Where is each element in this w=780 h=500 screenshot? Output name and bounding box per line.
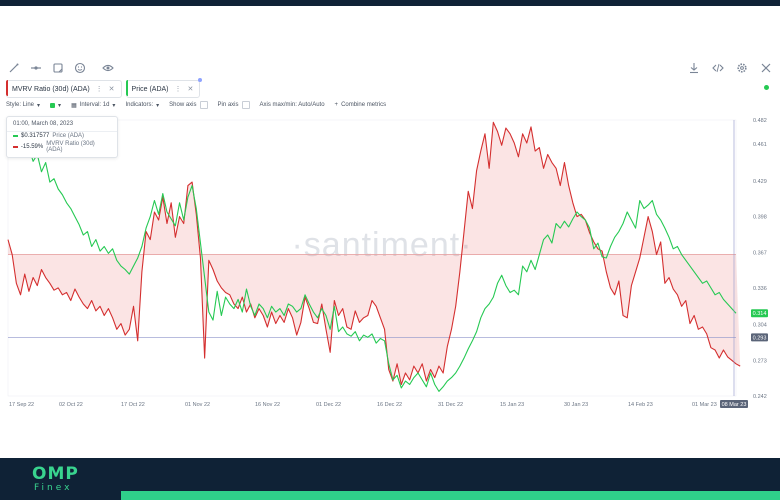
reference-value-badge: 0.293 xyxy=(753,335,767,341)
legend-swatch xyxy=(13,146,18,148)
logo-text-top: OMP xyxy=(32,464,79,484)
price-last-badge: 0.314 xyxy=(753,311,767,317)
more-options-icon[interactable]: ⋮ xyxy=(95,86,103,93)
metric-tab-mvrv[interactable]: MVRV Ratio (30d) (ADA) ⋮ ✕ xyxy=(6,80,122,98)
reference-value-badge-bg xyxy=(751,333,768,342)
tooltip-mvrv-label: MVRV Ratio (30d) (ADA) xyxy=(46,141,95,153)
y-tick-label: 0.398 xyxy=(753,215,767,221)
pin-axis-toggle[interactable]: Pin axis xyxy=(218,101,250,109)
price-series-line xyxy=(7,139,737,392)
indicators-label: Indicators: xyxy=(125,102,154,108)
footer-accent xyxy=(121,491,780,500)
pin-dot xyxy=(198,78,203,82)
combine-metrics-button[interactable]: + Combine metrics xyxy=(335,102,387,108)
axis-maxmin-select[interactable]: Axis max/min: Auto/Auto xyxy=(260,102,325,108)
tooltip-price-label: Price (ADA) xyxy=(52,133,85,139)
chevron-down-icon: ▾ xyxy=(156,102,160,109)
y-tick-label: 0.273 xyxy=(753,358,767,364)
x-tick-label: 16 Dec 22 xyxy=(377,402,402,408)
x-tick-label: 01 Mar 23 xyxy=(692,402,717,408)
close-icon[interactable] xyxy=(760,62,772,74)
status-dot xyxy=(764,85,769,90)
indicators-select[interactable]: Indicators: ▾ xyxy=(125,102,159,109)
x-tick-label: 02 Oct 22 xyxy=(59,402,83,408)
embed-code-icon[interactable] xyxy=(712,62,724,74)
tooltip-date: 01:00, March 08, 2023 xyxy=(7,117,117,132)
combine-metrics-label: Combine metrics xyxy=(341,102,387,108)
logo-text-bottom: Finex xyxy=(34,483,73,493)
tooltip-mvrv-value: -15.59% xyxy=(20,144,44,150)
y-tick-label: 0.461 xyxy=(753,142,767,148)
x-tick-label: 08 Mar 23 xyxy=(722,402,747,408)
show-axis-toggle[interactable]: Show axis xyxy=(169,101,208,109)
x-tick-label: 16 Nov 22 xyxy=(255,402,280,408)
metric-tab-label: MVRV Ratio (30d) (ADA) xyxy=(12,85,90,93)
pencil-icon[interactable] xyxy=(8,62,20,74)
y-tick-label: 0.304 xyxy=(753,323,767,329)
plot-area xyxy=(7,119,737,397)
gear-icon[interactable] xyxy=(736,62,748,74)
chart-tooltip: 01:00, March 08, 2023 $0.317577 Price (A… xyxy=(6,116,118,158)
mvrv-series-line xyxy=(7,121,741,386)
chart-canvas[interactable]: ·santiment· 0.482 0.461 0.429 0.398 0.367 0.33… xyxy=(0,114,780,410)
tooltip-row-price: $0.317577 Price (ADA) xyxy=(7,132,117,140)
x-tick-label: 17 Sep 22 xyxy=(9,402,34,408)
plus-icon: + xyxy=(334,102,339,108)
close-icon[interactable]: ✕ xyxy=(187,86,194,93)
x-tick-label: 31 Dec 22 xyxy=(438,402,463,408)
color-select[interactable]: ▾ xyxy=(50,102,61,109)
pin-axis-label: Pin axis xyxy=(217,102,239,108)
eye-icon[interactable] xyxy=(102,62,114,74)
chevron-down-icon: ▾ xyxy=(37,102,41,109)
checkbox[interactable] xyxy=(199,101,208,109)
style-select[interactable]: Style: Line ▾ xyxy=(6,102,40,109)
checkbox[interactable] xyxy=(241,101,250,109)
chart-actions xyxy=(688,62,772,74)
tooltip-row-mvrv: -15.59% MVRV Ratio (30d) (ADA) xyxy=(7,140,117,154)
emoji-icon[interactable] xyxy=(74,62,86,74)
x-tick-label: 17 Oct 22 xyxy=(121,402,145,408)
y-tick-label: 0.429 xyxy=(753,179,767,185)
legend-swatch xyxy=(13,135,18,137)
download-icon[interactable] xyxy=(688,62,700,74)
y-tick-label: 0.367 xyxy=(753,250,767,256)
x-tick-label: 01 Nov 22 xyxy=(185,402,210,408)
line-tool-icon[interactable] xyxy=(30,62,42,74)
more-options-icon[interactable]: ⋮ xyxy=(174,86,182,93)
drawing-toolbar xyxy=(8,62,114,74)
price-last-badge-bg xyxy=(751,309,768,318)
top-bar xyxy=(0,0,780,6)
close-icon[interactable]: ✕ xyxy=(108,86,115,93)
y-tick-label: 0.336 xyxy=(753,286,767,292)
y-tick-label: 0.482 xyxy=(753,118,767,124)
chevron-down-icon: ▾ xyxy=(112,102,116,109)
metric-tab-label: Price (ADA) xyxy=(131,85,169,93)
santiment-watermark: ·santiment· xyxy=(291,226,472,264)
style-label: Style: Line xyxy=(6,102,35,108)
y-tick-label: 0.242 xyxy=(753,394,767,400)
footer-bar: OMP Finex xyxy=(0,458,780,500)
metric-tabs: MVRV Ratio (30d) (ADA) ⋮ ✕ Price (ADA) ⋮… xyxy=(6,78,203,98)
x-tick-label: 01 Dec 22 xyxy=(316,402,341,408)
interval-label: Interval: 1d xyxy=(79,102,110,108)
calendar-icon: ▦ xyxy=(71,102,77,109)
chevron-down-icon: ▾ xyxy=(58,102,62,109)
x-tick-label: 30 Jan 23 xyxy=(564,402,588,408)
show-axis-label: Show axis xyxy=(169,102,197,108)
metric-tab-price[interactable]: Price (ADA) ⋮ ✕ xyxy=(125,78,203,98)
metric-settings: Style: Line ▾ ▾ ▦ Interval: 1d ▾ Indicators… xyxy=(6,101,386,109)
x-tick-label: 14 Feb 23 xyxy=(628,402,653,408)
x-tick-label: 15 Jan 23 xyxy=(500,402,524,408)
axis-maxmin-label: Axis max/min: Auto/Auto xyxy=(259,102,325,108)
omp-finex-logo: OMP Finex xyxy=(32,466,92,496)
x-hover-badge-bg xyxy=(720,400,748,408)
note-icon[interactable] xyxy=(52,62,64,74)
interval-select[interactable]: ▦ Interval: 1d ▾ xyxy=(71,102,115,109)
tooltip-price-value: $0.317577 xyxy=(21,133,50,139)
color-swatch xyxy=(50,102,56,108)
